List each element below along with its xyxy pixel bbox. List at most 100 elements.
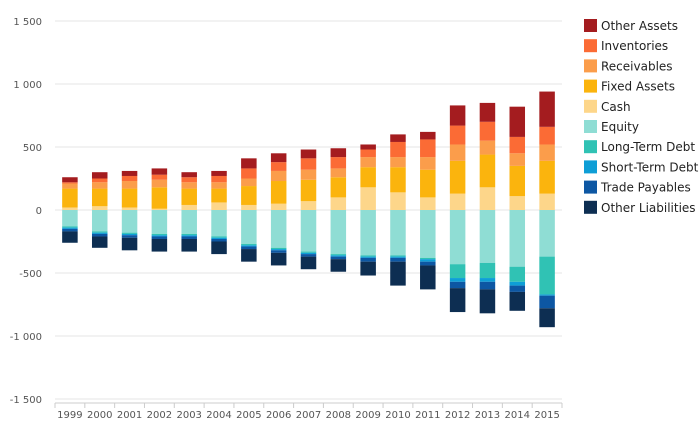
bar-segment-receivables	[390, 157, 406, 168]
legend-swatch	[584, 160, 597, 174]
bar-segment-fixed-assets	[449, 160, 466, 194]
bar-segment-other-assets	[539, 91, 555, 127]
y-tick-label: 500	[23, 143, 42, 154]
legend-item[interactable]: Long-Term Debt	[584, 140, 695, 154]
legend-item[interactable]: Fixed Assets	[584, 79, 675, 94]
bar-segment-receivables	[211, 182, 227, 189]
bar-segment-equity	[449, 210, 466, 265]
legend-item[interactable]: Trade Payables	[584, 180, 691, 195]
bar-segment-other-liabilities	[121, 237, 138, 251]
bar-segment-other-liabilities	[241, 249, 257, 262]
bar-segment-cash	[420, 197, 436, 210]
bar-segment-long-term-debt	[509, 266, 526, 282]
bar-segment-cash	[479, 187, 496, 210]
legend-item[interactable]: Other Liabilities	[584, 200, 696, 215]
bar-segment-inventories	[151, 174, 168, 180]
bar-segment-fixed-assets	[121, 188, 138, 208]
legend-item[interactable]: Receivables	[584, 59, 673, 73]
bar-segment-other-assets	[211, 170, 227, 176]
y-axis: -1 500 -1 000 -500 0 500 1 000 1 500	[10, 17, 42, 406]
bar-segment-other-liabilities	[211, 241, 227, 255]
legend-swatch	[584, 79, 597, 93]
bar-segment-trade-payables	[330, 256, 347, 260]
bar-segment-inventories	[211, 175, 227, 183]
x-tick-label: 2003	[176, 410, 201, 421]
grid-lines	[55, 20, 562, 400]
bar-segment-other-assets	[479, 102, 496, 122]
bar-segment-other-liabilities	[420, 265, 436, 290]
x-tick-label: 2000	[87, 410, 112, 421]
y-tick-label: 1 500	[13, 17, 42, 28]
bar-segment-other-assets	[360, 144, 376, 150]
bar-segment-cash	[509, 196, 526, 210]
y-tick-label: -1 000	[10, 332, 42, 343]
bar-segment-receivables	[151, 179, 168, 188]
bar-segment-long-term-debt	[121, 232, 138, 234]
bar-segment-trade-payables	[241, 246, 257, 250]
bar-segment-trade-payables	[91, 233, 108, 237]
legend-item[interactable]: Equity	[584, 120, 639, 134]
legend-label: Other Assets	[601, 19, 678, 33]
legend-item[interactable]: Other Assets	[584, 19, 678, 33]
bar-segment-long-term-debt	[479, 262, 496, 279]
bar-segment-other-liabilities	[449, 288, 466, 313]
bar-segment-trade-payables	[360, 257, 376, 262]
bar-segment-other-assets	[509, 106, 526, 137]
bar-segment-equity	[330, 210, 347, 255]
legend-label: Trade Payables	[600, 181, 691, 195]
bar-segment-receivables	[479, 140, 496, 155]
bar-segment-other-assets	[62, 177, 78, 183]
bar-segment-cash	[211, 202, 227, 210]
bar-segment-inventories	[539, 126, 555, 145]
legend-label: Equity	[601, 120, 639, 134]
bar-segment-receivables	[91, 182, 108, 189]
bar-segment-other-assets	[181, 172, 197, 178]
x-axis: 1999 2000 2001 2002 2003 2004 2005 2006 2007 2008…	[54, 402, 563, 421]
bar-segment-other-liabilities	[91, 236, 108, 248]
bar-segment-equity	[151, 210, 168, 234]
bar-segment-cash	[270, 203, 287, 210]
bar-segment-receivables	[509, 153, 526, 166]
x-tick-label: 2015	[534, 410, 559, 421]
bar-segment-inventories	[91, 178, 108, 183]
x-tick-label: 2001	[117, 410, 142, 421]
bar-segment-long-term-debt	[241, 244, 257, 246]
bar-segment-long-term-debt	[390, 255, 406, 257]
bar-segment-cash	[330, 197, 347, 210]
legend-swatch	[584, 59, 597, 73]
bar-segment-inventories	[449, 125, 466, 145]
legend-item[interactable]: Short-Term Debt	[584, 160, 699, 174]
x-tick-label: 2009	[355, 410, 380, 421]
bar-segment-inventories	[390, 141, 406, 158]
bar-segment-equity	[300, 210, 317, 252]
y-tick-label: -500	[19, 269, 42, 280]
bar-segment-other-liabilities	[62, 231, 78, 243]
bar-segment-other-assets	[91, 172, 108, 179]
bar-segment-other-liabilities	[270, 252, 287, 266]
bar-segment-long-term-debt	[449, 264, 466, 279]
bar-segment-other-assets	[330, 148, 347, 158]
bar-segment-equity	[539, 210, 555, 257]
bar-segment-receivables	[360, 157, 376, 168]
legend-item[interactable]: Cash	[584, 99, 631, 114]
bar-segment-inventories	[330, 157, 347, 169]
bar-segment-equity	[360, 210, 376, 256]
legend-label: Other Liabilities	[601, 201, 696, 215]
bar-segment-equity	[211, 210, 227, 237]
bar-segment-cash	[300, 201, 317, 210]
bar-segment-long-term-debt	[300, 251, 317, 253]
bar-segment-cash	[539, 193, 555, 210]
x-tick-label: 2002	[147, 410, 172, 421]
bar-segment-fixed-assets	[270, 181, 287, 204]
bar-segment-short-term-debt	[211, 237, 227, 239]
legend-swatch	[584, 140, 597, 154]
bar-segment-cash	[360, 187, 376, 210]
legend-label: Long-Term Debt	[601, 140, 695, 154]
x-tick-label: 2013	[475, 410, 500, 421]
x-tick-label: 2012	[445, 410, 470, 421]
legend-swatch	[584, 19, 597, 32]
bar-segment-equity	[181, 210, 197, 234]
legend-item[interactable]: Inventories	[584, 39, 668, 53]
bar-segment-equity	[390, 210, 406, 256]
